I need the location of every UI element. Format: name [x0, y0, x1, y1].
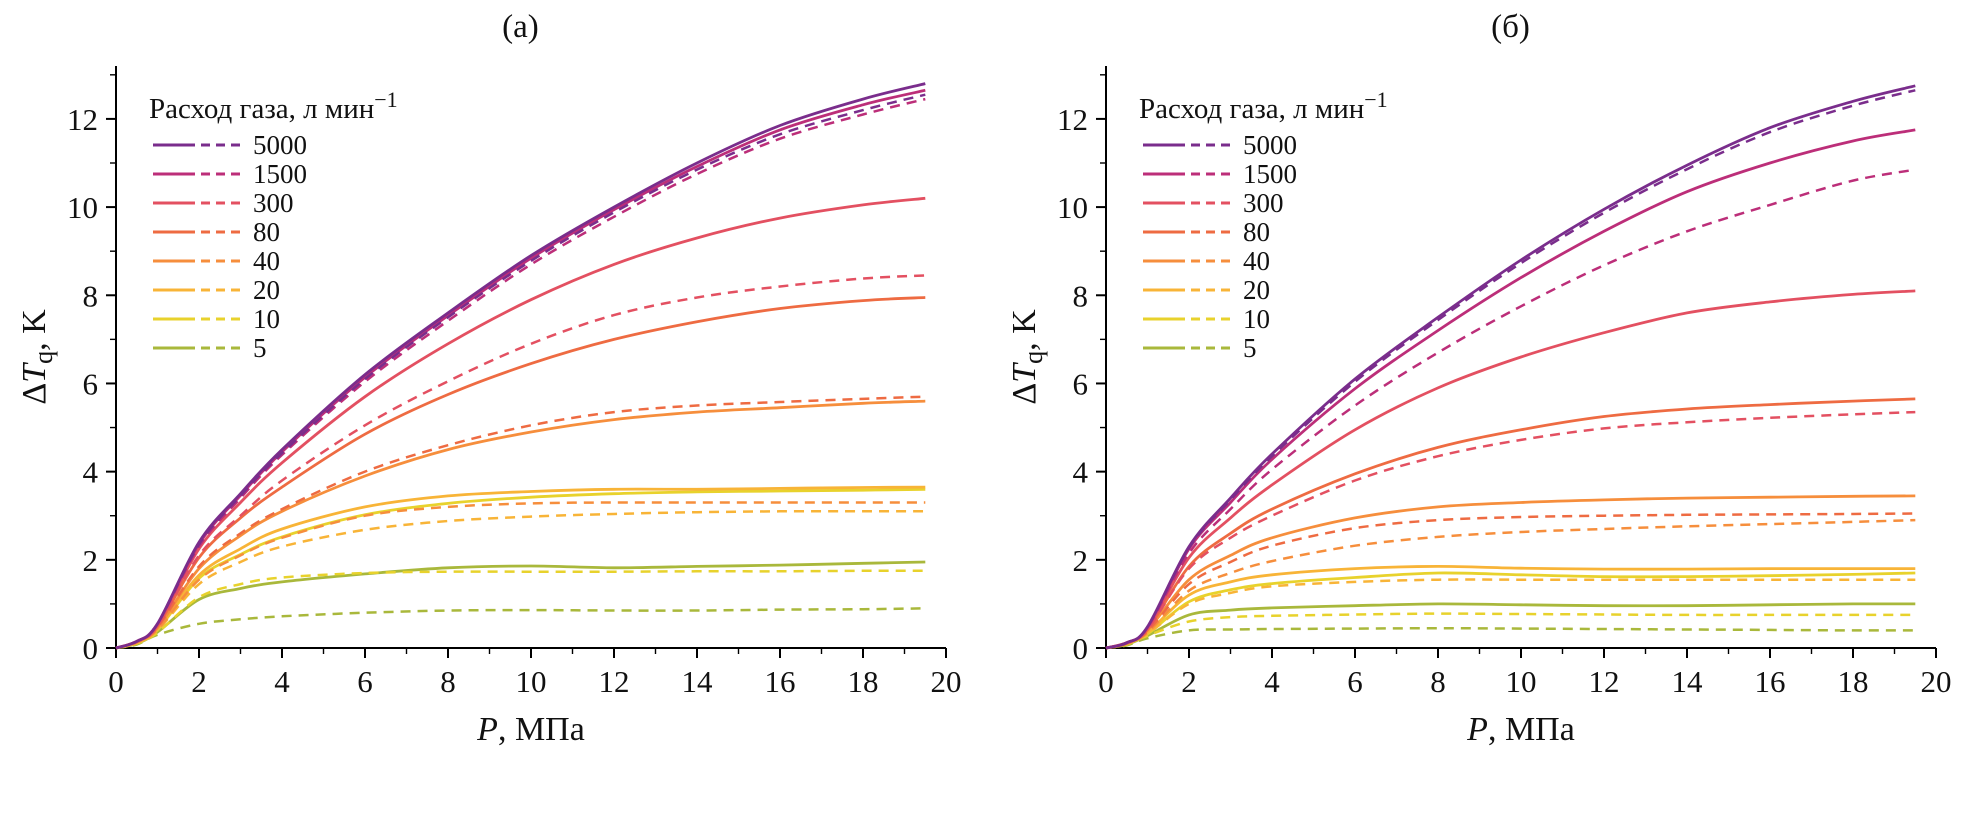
curve-20-solid	[1105, 564, 1915, 650]
chart-a: 0 2 4 6 8 10 12 14 16 18 20 0 2 4 6 8 10 12 P, МПа ΔTq, K Ра…	[16, 66, 961, 748]
y-ticks: 0 2 4 6 8 10 12	[1057, 74, 1106, 666]
legend-label: 10	[1243, 304, 1270, 334]
svg-text:14: 14	[1671, 664, 1703, 699]
curve-300-dashed	[115, 274, 925, 650]
y-axis-label: ΔTq, K	[16, 309, 58, 405]
curve-1500-solid	[1105, 128, 1916, 650]
legend-label: 20	[253, 275, 280, 305]
curve-5-dashed	[1105, 626, 1915, 650]
curve-5-solid	[115, 560, 925, 650]
y-ticks: 0 2 4 6 8 10 12	[67, 74, 116, 666]
svg-text:0: 0	[1098, 664, 1114, 699]
curve-5-solid	[1105, 602, 1915, 650]
legend-label: 5	[253, 333, 267, 363]
svg-text:6: 6	[357, 664, 373, 699]
curve-10-solid	[1105, 571, 1915, 650]
svg-text:2: 2	[191, 664, 207, 699]
chart-b: 0 2 4 6 8 10 12 14 16 18 20 0 2 4 6 8 10 12 P, МПа ΔTq, K Ра…	[1006, 66, 1951, 748]
legend-label: 5	[1243, 333, 1257, 363]
svg-text:12: 12	[1057, 102, 1088, 137]
svg-text:0: 0	[82, 631, 98, 666]
x-ticks: 0 2 4 6 8 10 12 14 16 18 20	[108, 648, 961, 699]
legend-label: 1500	[253, 159, 307, 189]
panel-a: (а) 0 2 4 6 8 10 12 14 16 18 20 0 2 4 6 8 10 12 P, МПа ΔTq,…	[11, 6, 971, 778]
curve-20-dashed	[1105, 578, 1915, 650]
svg-text:2: 2	[1181, 664, 1197, 699]
svg-text:18: 18	[1837, 664, 1868, 699]
svg-text:6: 6	[82, 366, 98, 401]
curve-40-dashed	[1105, 518, 1915, 650]
curve-80-dashed	[115, 395, 925, 650]
y-axis-label: ΔTq, K	[1006, 309, 1048, 405]
figure: (а) 0 2 4 6 8 10 12 14 16 18 20 0 2 4 6 8 10 12 P, МПа ΔTq,…	[11, 6, 1961, 778]
svg-text:4: 4	[1072, 455, 1088, 490]
svg-text:10: 10	[1057, 190, 1088, 225]
legend-label: 80	[1243, 217, 1270, 247]
x-axis-label: P, МПа	[476, 711, 585, 748]
curve-10-dashed	[115, 569, 925, 650]
svg-text:8: 8	[1430, 664, 1446, 699]
curve-10-dashed	[1105, 612, 1915, 650]
svg-text:12: 12	[1588, 664, 1619, 699]
curve-5-dashed	[115, 607, 925, 650]
svg-text:8: 8	[440, 664, 456, 699]
curve-80-dashed	[1105, 512, 1915, 650]
series-paths	[115, 82, 926, 650]
svg-text:0: 0	[108, 664, 124, 699]
svg-text:18: 18	[847, 664, 878, 699]
svg-text:0: 0	[1072, 631, 1088, 666]
curve-5000-solid	[115, 82, 926, 650]
curve-10-solid	[115, 487, 925, 650]
legend-label: 40	[1243, 246, 1270, 276]
curve-1500-dashed	[115, 97, 926, 650]
svg-text:10: 10	[67, 190, 98, 225]
legend-label: 10	[253, 304, 280, 334]
curve-300-dashed	[1105, 410, 1915, 650]
x-ticks: 0 2 4 6 8 10 12 14 16 18 20	[1098, 648, 1951, 699]
svg-text:6: 6	[1347, 664, 1363, 699]
svg-text:12: 12	[67, 102, 98, 137]
svg-text:6: 6	[1072, 366, 1088, 401]
svg-text:2: 2	[1072, 543, 1088, 578]
curve-80-solid	[115, 296, 925, 650]
legend-label: 1500	[1243, 159, 1297, 189]
legend-label: 20	[1243, 275, 1270, 305]
x-axis-label: P, МПа	[1466, 711, 1575, 748]
svg-text:12: 12	[598, 664, 629, 699]
svg-text:2: 2	[82, 543, 98, 578]
svg-text:16: 16	[764, 664, 795, 699]
legend-title: Расход газа, л мин−1	[149, 87, 398, 125]
curve-40-dashed	[115, 501, 925, 650]
svg-text:10: 10	[1505, 664, 1536, 699]
panel-b-title: (б)	[1491, 9, 1530, 45]
legend-label: 300	[253, 188, 294, 218]
legend-label: 80	[253, 217, 280, 247]
svg-text:4: 4	[1264, 664, 1280, 699]
legend-label: 300	[1243, 188, 1284, 218]
panel-b: (б) 0 2 4 6 8 10 12 14 16 18 20 0 2 4 6 8 10 12 P, МПа ΔTq,…	[1001, 6, 1961, 778]
legend-label: 5000	[1243, 130, 1297, 160]
legend-label: 5000	[253, 130, 307, 160]
svg-text:20: 20	[930, 664, 961, 699]
series-paths	[1105, 84, 1916, 650]
curve-5000-solid	[1105, 84, 1916, 650]
svg-text:8: 8	[82, 278, 98, 313]
svg-text:20: 20	[1920, 664, 1951, 699]
svg-text:8: 8	[1072, 278, 1088, 313]
curve-20-dashed	[115, 510, 925, 650]
svg-text:4: 4	[274, 664, 290, 699]
svg-text:14: 14	[681, 664, 713, 699]
svg-text:4: 4	[82, 455, 98, 490]
svg-text:10: 10	[515, 664, 546, 699]
curve-300-solid	[1105, 289, 1915, 650]
legend-label: 40	[253, 246, 280, 276]
panel-a-title: (а)	[502, 9, 539, 45]
svg-text:16: 16	[1754, 664, 1785, 699]
legend-title: Расход газа, л мин−1	[1139, 87, 1388, 125]
curve-40-solid	[1105, 494, 1915, 650]
